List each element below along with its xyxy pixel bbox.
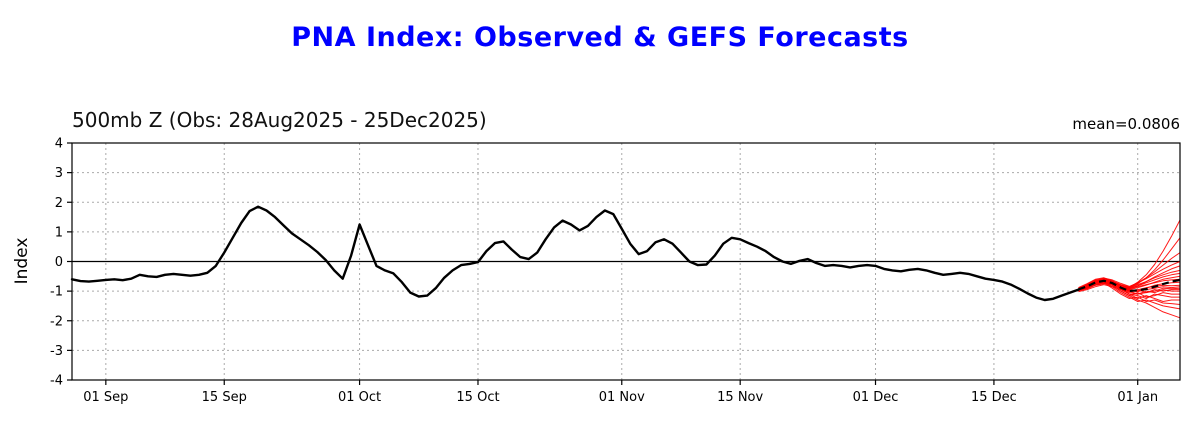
y-tick-label: 3	[55, 166, 63, 181]
y-tick-label: -3	[50, 344, 63, 359]
y-tick-label: 4	[55, 137, 63, 152]
gefs-member-line	[1078, 278, 1180, 299]
x-tick-label: 01 Nov	[599, 390, 645, 405]
ensemble-mean-line	[1078, 278, 1181, 293]
y-tick-label: 1	[55, 225, 63, 240]
y-tick-label: -2	[50, 314, 63, 329]
gefs-member-line	[1078, 237, 1181, 291]
gefs-member-line	[1078, 265, 1181, 291]
y-tick-label: -4	[50, 374, 63, 389]
y-tick-label: 0	[55, 255, 63, 270]
mean-label: mean=0.0806	[1072, 115, 1180, 133]
chart-subtitle: 500mb Z (Obs: 28Aug2025 - 25Dec2025)	[72, 108, 487, 132]
x-tick-label: 01 Dec	[853, 390, 899, 405]
gefs-member-line	[1078, 261, 1181, 289]
gefs-member-line	[1078, 284, 1180, 295]
x-tick-label: 01 Oct	[338, 390, 381, 405]
x-tick-label: 15 Dec	[971, 390, 1017, 405]
y-tick-label: -1	[50, 285, 63, 300]
x-tick-label: 15 Sep	[202, 390, 247, 405]
gefs-member-line	[1078, 219, 1181, 290]
observed-line	[70, 205, 1080, 302]
x-tick-label: 15 Oct	[456, 390, 499, 405]
y-tick-label: 2	[55, 196, 63, 211]
x-tick-label: 01 Sep	[83, 390, 128, 405]
gefs-member-line	[1078, 282, 1181, 293]
x-tick-label: 15 Nov	[717, 390, 763, 405]
x-tick-label: 01 Jan	[1117, 390, 1158, 405]
chart-title: PNA Index: Observed & GEFS Forecasts	[291, 22, 909, 53]
